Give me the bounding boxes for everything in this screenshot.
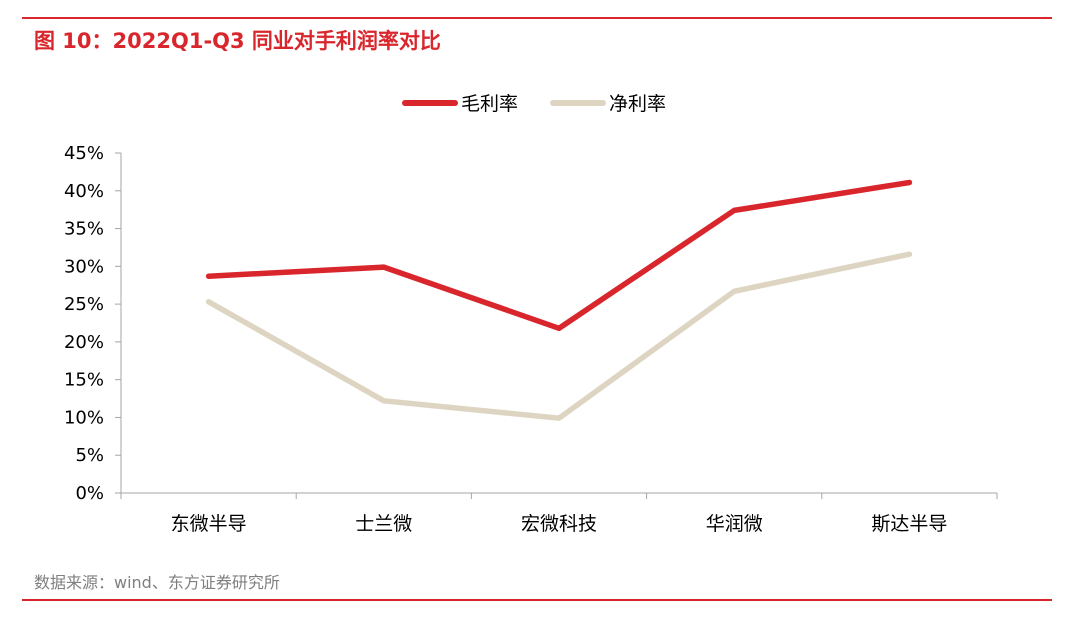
x-tick-label: 宏微科技 xyxy=(521,513,597,535)
figure-title: 图 10：2022Q1-Q3 同业对手利润率对比 xyxy=(34,29,441,53)
x-tick-label: 斯达半导 xyxy=(871,513,947,535)
series-lines xyxy=(205,179,913,421)
series-line-net-margin xyxy=(205,251,913,421)
x-tick-label: 东微半导 xyxy=(171,513,247,535)
legend: 毛利率 净利率 xyxy=(402,93,666,115)
y-tick-label: 10% xyxy=(64,407,104,428)
x-tick-label: 士兰微 xyxy=(355,513,412,535)
top-rule xyxy=(22,17,1052,19)
y-tick-label: 0% xyxy=(75,483,104,504)
y-tick-label: 20% xyxy=(64,332,104,353)
series-line-gross-margin xyxy=(205,179,913,332)
y-tick-label: 45% xyxy=(64,143,104,164)
legend-label-gross-margin: 毛利率 xyxy=(461,93,518,115)
y-tick-label: 35% xyxy=(64,219,104,240)
y-tick-label: 15% xyxy=(64,370,104,391)
y-tick-label: 30% xyxy=(64,256,104,277)
y-tick-label: 40% xyxy=(64,181,104,202)
source-note: 数据来源：wind、东方证券研究所 xyxy=(34,573,280,592)
y-tick-label: 25% xyxy=(64,294,104,315)
x-tick-label: 华润微 xyxy=(706,513,763,535)
legend-label-net-margin: 净利率 xyxy=(609,93,666,115)
y-tick-label: 5% xyxy=(75,445,104,466)
axes: 0% 5% 10% 15% 20% 25% 30% 35% 40% 45% 东微半导 士兰微 宏微科技 华… xyxy=(64,143,998,535)
bottom-rule xyxy=(22,599,1052,601)
